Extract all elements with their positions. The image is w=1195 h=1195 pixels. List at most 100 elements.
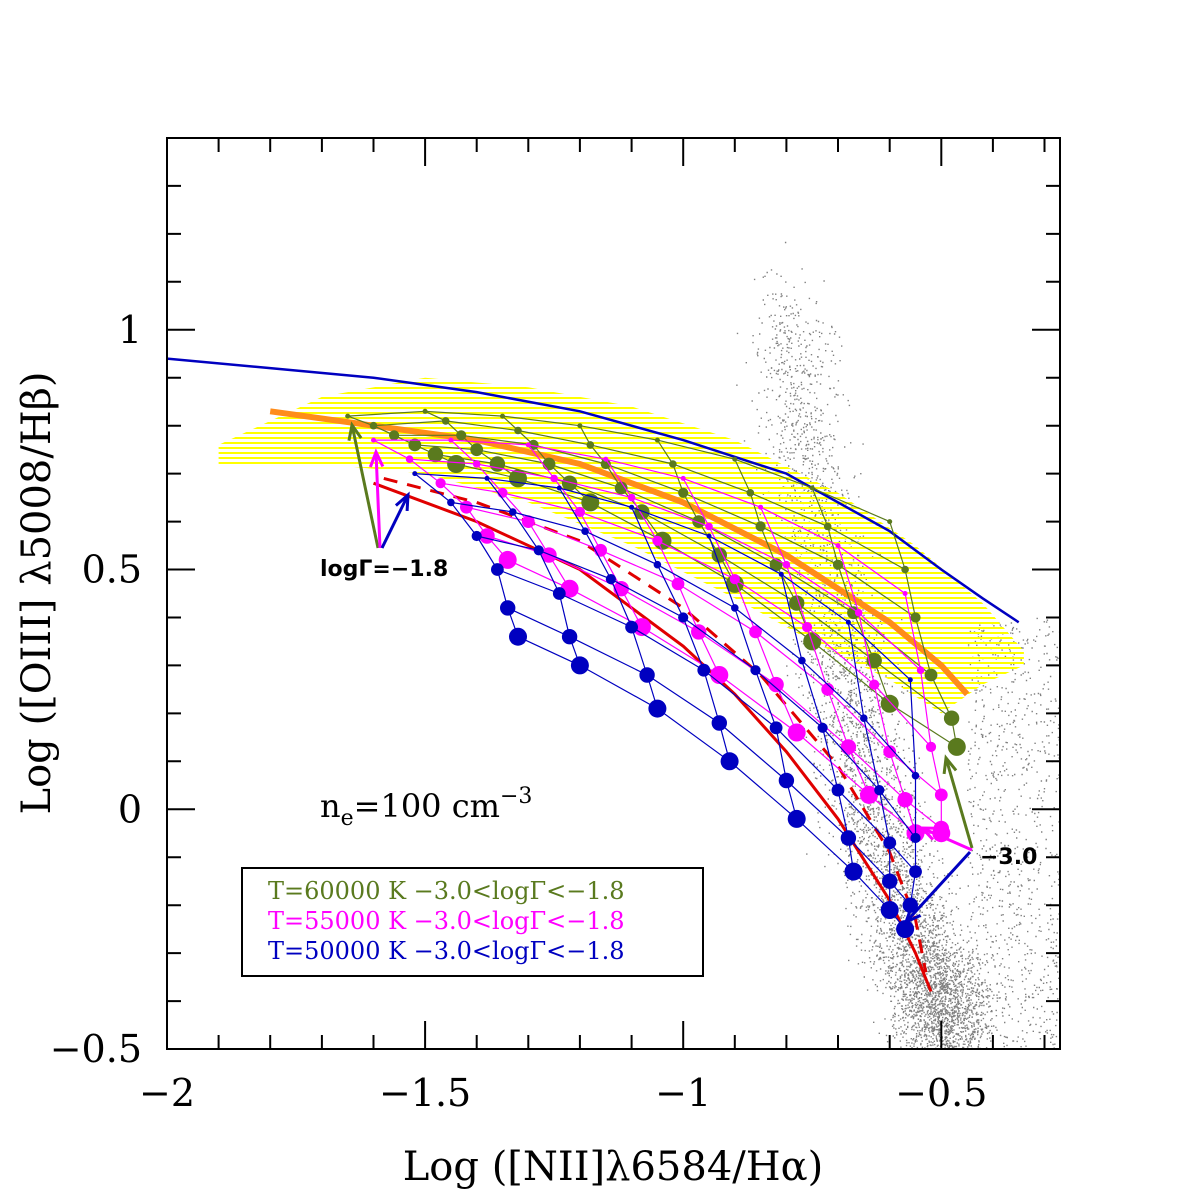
- grid-point: [809, 485, 815, 491]
- grid-point: [639, 667, 655, 683]
- arrow-60000-low: [942, 754, 974, 849]
- grid-point: [706, 533, 712, 539]
- grid-point: [749, 625, 762, 639]
- grid-point: [629, 504, 635, 510]
- grid-point: [887, 519, 893, 525]
- grid-point: [561, 629, 578, 645]
- legend-box: [241, 867, 704, 977]
- grid-point: [705, 522, 713, 531]
- tick-marks: [166, 137, 1060, 1050]
- grid-line: [373, 420, 906, 571]
- grid-point: [831, 783, 845, 797]
- arrow-head: [942, 754, 958, 775]
- grid-point: [408, 438, 422, 452]
- grid-point: [509, 627, 527, 646]
- grid-point: [758, 504, 764, 510]
- arrow-50000-high: [380, 491, 410, 549]
- grid-point: [860, 785, 878, 804]
- grid-point: [901, 565, 909, 574]
- grid-point: [874, 785, 885, 796]
- grid-point: [405, 455, 414, 464]
- grid-point: [769, 721, 783, 735]
- grid-point: [697, 663, 711, 677]
- grid-point: [541, 547, 557, 563]
- legend: T=60000 K −3.0<logΓ<−1.8 T=55000 K −3.0<…: [241, 867, 704, 977]
- grid-point: [605, 574, 617, 585]
- arrow-head: [903, 906, 922, 925]
- grid-point: [577, 423, 583, 429]
- grid-line: [435, 453, 952, 719]
- x-axis-title: Log ([NII]λ6584/Hα): [403, 1144, 824, 1190]
- arrow-shaft: [904, 850, 972, 924]
- grid-point: [911, 771, 920, 780]
- grid-point: [441, 417, 450, 425]
- grid-point: [500, 600, 516, 616]
- arrow-shaft: [374, 451, 382, 549]
- grid-point: [533, 545, 544, 556]
- density-sub: e: [341, 806, 354, 831]
- grid-point: [934, 788, 948, 802]
- x-tick-label: −1.5: [379, 1071, 471, 1115]
- grid-point: [729, 574, 740, 585]
- grid-point: [854, 608, 863, 617]
- grid-point: [471, 530, 482, 542]
- grid-line: [414, 444, 932, 676]
- model-grids: [345, 408, 966, 939]
- grid-point: [802, 622, 813, 633]
- grid-point: [509, 508, 517, 516]
- loggamma-low-label: −3.0: [980, 845, 1037, 870]
- grid-line: [409, 458, 922, 671]
- grid-point: [691, 624, 707, 640]
- y-tick-label: −0.5: [50, 1027, 142, 1071]
- grid-point: [427, 446, 444, 463]
- grid-point: [692, 515, 706, 528]
- grid-point: [845, 619, 851, 625]
- grid-line: [450, 501, 916, 777]
- grid-point: [678, 612, 689, 623]
- kewley-curve: [167, 357, 1020, 624]
- grid-point: [369, 421, 378, 430]
- grid-point: [389, 430, 400, 441]
- grid-point: [778, 571, 784, 577]
- x-tick-label: −2: [139, 1071, 195, 1115]
- grid-point: [882, 873, 898, 889]
- grid-line: [347, 410, 890, 523]
- grid-point: [902, 591, 908, 596]
- arrow-head: [347, 421, 363, 441]
- density-value: =100 cm: [354, 787, 500, 825]
- grid-point: [680, 475, 686, 481]
- grid-point: [489, 456, 506, 472]
- grid-point: [498, 550, 517, 569]
- grid-point: [869, 679, 880, 690]
- grid-point: [447, 455, 466, 473]
- grid-point: [880, 901, 899, 919]
- grid-line: [497, 568, 916, 873]
- y-axis-title: Log ([OIII] λ5008/Hβ): [14, 372, 60, 815]
- annotation-arrows: [347, 421, 974, 925]
- grid-point: [731, 604, 739, 612]
- loggamma-high-label: logΓ=−1.8: [320, 557, 448, 582]
- arrow-50000-low: [903, 850, 972, 925]
- arrow-head: [368, 448, 385, 468]
- arrow-head: [394, 491, 410, 512]
- grid-point: [678, 487, 689, 498]
- grid-point: [550, 474, 558, 483]
- grid-point: [916, 666, 925, 674]
- grid-point: [371, 437, 376, 443]
- grid-point: [625, 620, 638, 634]
- y-tick-label: 1: [118, 308, 142, 352]
- grid-point: [787, 723, 806, 742]
- plot-frame: [166, 137, 1061, 1050]
- density-annotation: ne=100 cm−3: [320, 784, 532, 831]
- grid-point: [860, 714, 868, 722]
- density-sup: −3: [500, 784, 532, 809]
- grid-point: [345, 413, 351, 419]
- grid-point: [552, 587, 566, 600]
- grid-point: [902, 897, 918, 913]
- grid-point: [835, 543, 841, 549]
- grid-point: [910, 612, 921, 623]
- grid-point: [910, 832, 921, 844]
- grid-point: [556, 485, 562, 491]
- grid-point: [817, 722, 828, 733]
- grid-point: [844, 862, 863, 881]
